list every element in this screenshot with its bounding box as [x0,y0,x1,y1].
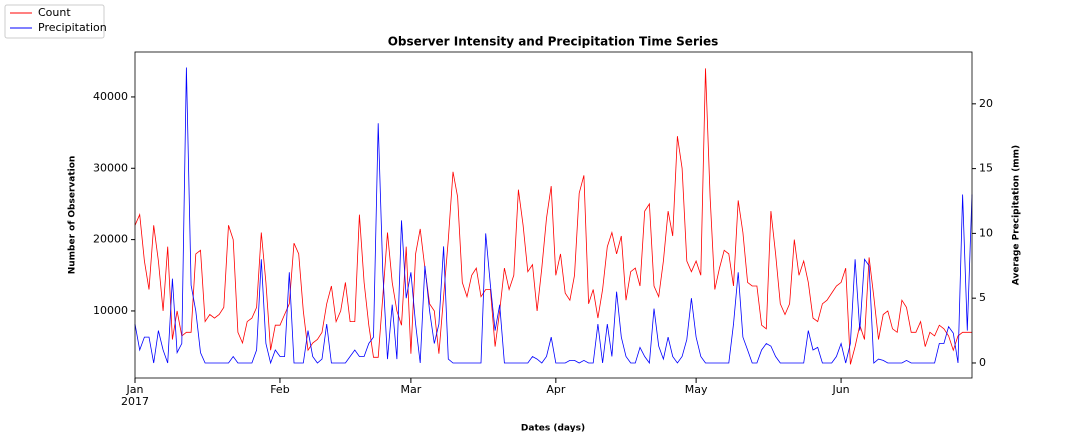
x-tick-label: Jun [831,383,849,396]
x-tick-label: Apr [546,383,566,396]
y2-axis-label: Average Precipitation (mm) [1012,145,1022,285]
y2-tick-label: 10 [979,226,993,239]
series-line [134,67,973,365]
x-year-label: 2017 [121,395,149,408]
x-tick-label: Jan [126,383,144,396]
legend-label: Precipitation [38,21,107,34]
plot-frame [134,51,973,379]
x-axis-label: Dates (days) [521,424,585,432]
y-tick-label: 20000 [93,233,128,246]
y2-tick-label: 5 [979,291,986,304]
y-tick-label: 10000 [93,304,128,317]
y2-tick-label: 20 [979,97,993,110]
y-axis-label: Number of Observation [68,156,78,275]
y-tick-label: 40000 [93,90,128,103]
x-tick-label: Feb [270,383,289,396]
x-tick-label: May [685,383,708,396]
series-line [134,68,972,365]
x-tick-label: Mar [400,383,421,396]
y-tick-label: 30000 [93,161,128,174]
y2-tick-label: 0 [979,356,986,369]
legend-label: Count [38,6,71,19]
y2-tick-label: 15 [979,162,993,175]
chart-title: Observer Intensity and Precipitation Tim… [388,35,719,49]
